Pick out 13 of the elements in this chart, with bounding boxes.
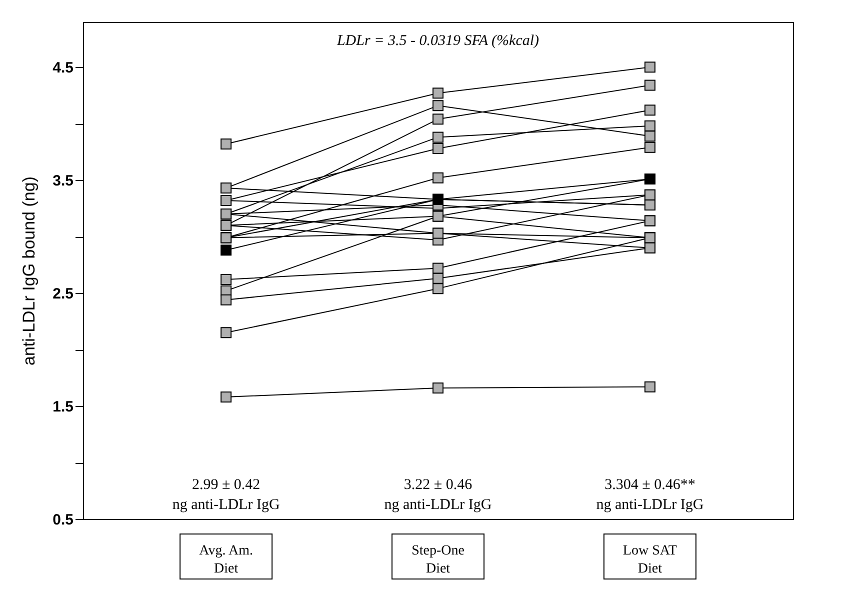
y-tick-label: 2.5: [52, 286, 74, 303]
x-tick-label: Avg. Am. Diet: [199, 544, 253, 576]
annotation: 2.99 ± 0.42 ng anti-LDLr IgG: [172, 477, 280, 513]
y-tick-label: 1.5: [52, 398, 74, 416]
annotation: 3.304 ± 0.46** ng anti-LDLr IgG: [596, 477, 704, 513]
annotation: LDLr = 3.5 - 0.0319 SFA (%kcal): [336, 33, 540, 49]
y-tick-label: 0.5: [52, 512, 74, 528]
y-tick-label: 4.5: [52, 60, 74, 77]
y-axis-title: anti-LDLr IgG bound (ng): [20, 176, 39, 366]
x-tick-label: Step-One Diet: [412, 544, 464, 576]
annotation: 3.22 ± 0.46 ng anti-LDLr IgG: [384, 477, 492, 513]
y-tick-label: 3.5: [52, 172, 74, 190]
x-tick-label: Low SAT Diet: [622, 544, 678, 576]
